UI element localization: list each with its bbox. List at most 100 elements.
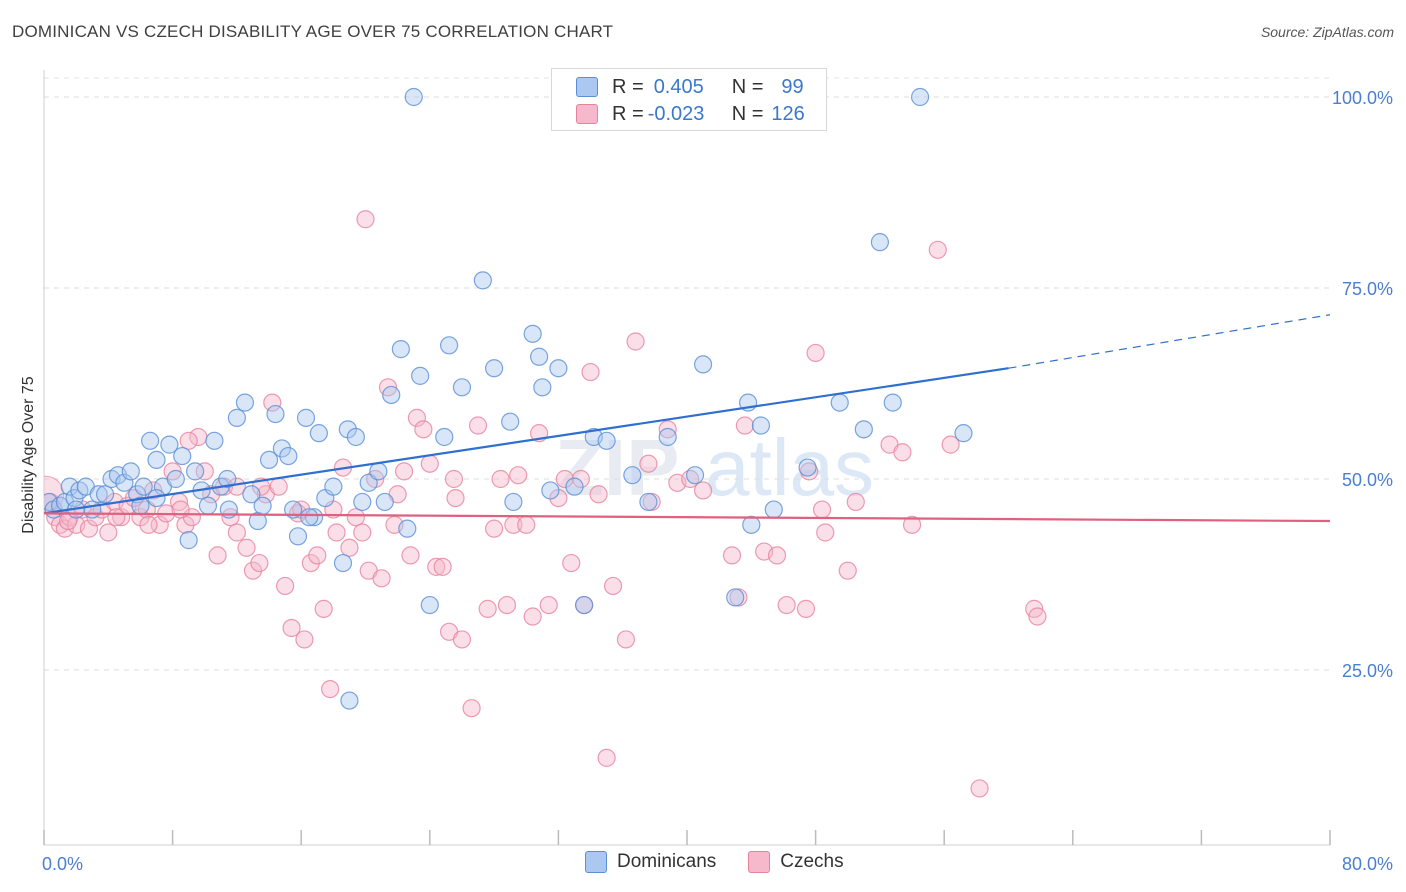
data-point bbox=[243, 561, 263, 580]
data-point bbox=[304, 508, 324, 527]
axes bbox=[43, 70, 1331, 846]
data-point bbox=[79, 519, 99, 538]
data-point bbox=[816, 523, 835, 542]
data-point bbox=[321, 679, 340, 699]
legend-swatch-pink bbox=[748, 851, 771, 873]
data-point bbox=[250, 553, 269, 573]
legend-row-czechs: R = -0.023 N = 126 bbox=[576, 102, 805, 126]
y-tick-label: 25.0% bbox=[1342, 661, 1393, 681]
data-point bbox=[616, 630, 636, 649]
data-point bbox=[327, 523, 346, 542]
data-point bbox=[722, 546, 742, 565]
data-point bbox=[597, 748, 616, 767]
data-point bbox=[523, 324, 542, 343]
data-point bbox=[473, 271, 492, 290]
data-point bbox=[693, 481, 713, 500]
czechs-points bbox=[44, 210, 1047, 798]
legend-swatch-blue bbox=[576, 77, 598, 97]
data-point bbox=[171, 500, 190, 519]
data-point bbox=[603, 576, 623, 596]
data-point bbox=[356, 210, 375, 229]
data-point bbox=[372, 569, 391, 588]
data-point bbox=[282, 618, 301, 638]
data-point bbox=[420, 454, 439, 473]
data-point bbox=[539, 595, 558, 615]
data-point bbox=[854, 420, 873, 439]
data-point bbox=[198, 496, 218, 515]
legend-item-czechs: Czechs bbox=[748, 851, 844, 873]
watermark-atlas: atlas bbox=[705, 423, 874, 512]
data-point bbox=[391, 340, 410, 359]
data-point bbox=[581, 362, 600, 382]
data-point bbox=[870, 233, 890, 252]
data-point bbox=[1028, 607, 1047, 626]
data-point bbox=[658, 420, 677, 439]
legend-row-dominicans: R = 0.405 N = 99 bbox=[576, 75, 804, 99]
data-point bbox=[523, 607, 542, 626]
data-point bbox=[195, 462, 214, 481]
data-point bbox=[89, 485, 108, 504]
data-point bbox=[404, 87, 423, 107]
data-point bbox=[140, 431, 160, 450]
data-point bbox=[541, 481, 560, 500]
data-point bbox=[439, 336, 459, 355]
data-point bbox=[941, 435, 960, 454]
data-point bbox=[288, 527, 308, 546]
data-point bbox=[928, 240, 947, 259]
y-tick-label: 75.0% bbox=[1342, 279, 1393, 299]
data-point bbox=[272, 439, 292, 458]
data-point bbox=[107, 508, 126, 527]
data-point bbox=[237, 538, 256, 557]
data-point bbox=[883, 393, 902, 412]
data-point bbox=[509, 466, 528, 485]
data-point bbox=[60, 477, 79, 496]
data-point bbox=[742, 515, 761, 534]
legend-n-value: 99 bbox=[781, 75, 804, 98]
data-point bbox=[296, 408, 316, 427]
legend-label-czechs: Czechs bbox=[780, 851, 844, 872]
trend-lines bbox=[43, 314, 1331, 523]
trend-line-dominicans-extension bbox=[1008, 314, 1331, 369]
grid-lines bbox=[44, 77, 1330, 671]
data-point bbox=[555, 469, 574, 489]
data-point bbox=[279, 446, 298, 466]
data-point bbox=[462, 699, 481, 718]
data-point bbox=[353, 492, 372, 512]
data-point bbox=[375, 492, 394, 512]
data-point bbox=[369, 462, 388, 481]
data-point bbox=[333, 553, 353, 573]
data-point bbox=[314, 599, 333, 618]
y-tick-label: 100.0% bbox=[1332, 88, 1393, 108]
trend-line-czechs bbox=[43, 512, 1331, 523]
data-point bbox=[571, 469, 591, 489]
data-point bbox=[346, 427, 365, 447]
data-point bbox=[235, 393, 255, 412]
series-legend: Dominicans Czechs bbox=[585, 851, 876, 873]
data-point bbox=[309, 424, 328, 443]
data-point bbox=[324, 477, 343, 496]
data-point bbox=[253, 496, 272, 515]
data-point bbox=[263, 393, 282, 412]
data-point bbox=[205, 431, 224, 450]
data-point bbox=[806, 343, 825, 363]
trend-line-dominicans bbox=[43, 367, 1009, 515]
dominicans-points bbox=[44, 87, 973, 710]
data-point bbox=[597, 431, 616, 450]
data-point bbox=[838, 561, 857, 580]
data-point bbox=[121, 462, 140, 481]
data-point bbox=[227, 523, 246, 542]
data-point bbox=[893, 443, 912, 462]
data-point bbox=[147, 450, 166, 469]
data-point bbox=[504, 492, 523, 512]
data-point bbox=[796, 599, 816, 618]
data-point bbox=[812, 500, 832, 519]
data-point bbox=[301, 553, 320, 573]
data-point bbox=[639, 454, 658, 473]
legend-r-label: R = bbox=[612, 75, 644, 98]
data-point bbox=[444, 469, 464, 489]
data-point bbox=[798, 458, 817, 477]
data-point bbox=[269, 477, 288, 496]
data-point bbox=[179, 531, 198, 550]
legend-swatch-pink bbox=[576, 104, 598, 124]
